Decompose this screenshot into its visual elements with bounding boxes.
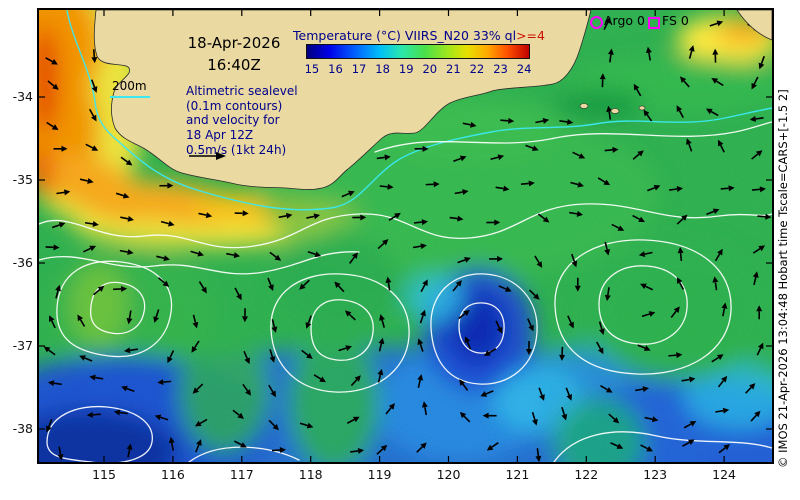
depth-contour-label: 200m <box>112 79 147 93</box>
colorbar-title: Temperature (°C) VIIRS_N20 33% ql>=4 <box>288 28 550 43</box>
legend-fs-label: FS 0 <box>662 13 689 28</box>
colorbar-tick-label: 15 <box>304 62 320 76</box>
x-tick-label: 116 <box>160 467 185 482</box>
info-line: 18 Apr 12Z <box>186 127 254 142</box>
colorbar-title-text: Temperature (°C) VIIRS_N20 33% ql <box>293 28 517 43</box>
info-line: Altimetric sealevel <box>186 84 298 98</box>
x-tick-label: 119 <box>367 467 392 482</box>
bathymetry-200m-contour <box>66 10 772 211</box>
x-tick-label: 120 <box>436 467 461 482</box>
velocity-arrows <box>43 17 772 462</box>
colorbar-tick-label: 21 <box>446 62 461 76</box>
colorbar <box>306 44 530 59</box>
colorbar-tick-label: 16 <box>328 62 343 76</box>
x-tick-label: 122 <box>574 467 599 482</box>
colorbar-tick-label: 24 <box>516 62 532 76</box>
x-tick-label: 123 <box>643 467 668 482</box>
credit-text: © IMOS 21-Apr-2026 13:04:48 Hobart time … <box>776 89 790 468</box>
argo-marker-icon <box>590 16 603 29</box>
x-tick-label: 115 <box>92 467 116 482</box>
colorbar-quality-threshold: >=4 <box>516 28 545 43</box>
y-tick-label: -38 <box>12 421 33 436</box>
x-tick-label: 124 <box>712 467 737 482</box>
colorbar-tick-label: 20 <box>422 62 438 76</box>
x-tick-label: 117 <box>229 467 254 482</box>
info-line: (0.1m contours) <box>186 98 283 113</box>
x-tick-label: 121 <box>505 467 530 482</box>
colorbar-tick-label: 18 <box>375 62 390 76</box>
y-tick-label: -37 <box>12 338 33 353</box>
y-tick-label: -34 <box>12 89 33 104</box>
info-line: and velocity for <box>186 113 280 128</box>
velocity-scale-arrow <box>189 152 226 160</box>
colorbar-ticks: 15 16 17 18 19 20 21 22 23 24 <box>304 62 532 76</box>
map-canvas <box>39 10 772 462</box>
info-line: 0.5m/s (1kt 24h) <box>186 142 287 157</box>
depth-contour-line <box>110 96 150 98</box>
colorbar-gradient <box>307 45 529 58</box>
colorbar-tick-label: 17 <box>351 62 367 76</box>
y-tick-label: -35 <box>12 172 33 187</box>
fs-marker-icon <box>648 17 660 29</box>
y-tick-label: -36 <box>12 255 33 270</box>
map-date: 18-Apr-2026 <box>187 34 281 52</box>
map-datetime: 18-Apr-2026 16:40Z <box>182 33 286 77</box>
x-tick-label: 118 <box>298 467 323 482</box>
sealevel-contours <box>39 121 772 462</box>
colorbar-tick-label: 19 <box>398 62 414 76</box>
map-time: 16:40Z <box>207 55 261 74</box>
sealevel-info: Altimetric sealevel (0.1m contours) and … <box>186 84 298 157</box>
map-plot-area <box>37 8 774 464</box>
colorbar-tick-label: 23 <box>493 62 508 76</box>
axis-tick-marks <box>39 10 772 462</box>
legend-argo-label: Argo 0 <box>604 13 645 28</box>
colorbar-tick-label: 22 <box>469 62 485 76</box>
